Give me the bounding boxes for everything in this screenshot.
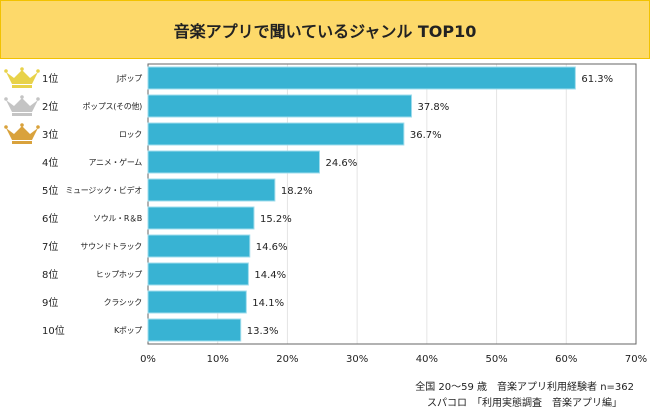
bar <box>147 262 249 286</box>
value-label: 14.4% <box>254 270 286 281</box>
x-tick-label: 50% <box>485 354 507 365</box>
bar <box>147 178 276 202</box>
bar <box>147 206 255 230</box>
value-label: 61.3% <box>581 74 613 85</box>
category-label: クラシック <box>104 298 142 307</box>
crown-jewel <box>4 125 8 129</box>
value-label: 14.1% <box>252 298 284 309</box>
title-banner: 音楽アプリで聞いているジャンル TOP10 <box>0 0 650 59</box>
rank-label: 9位 <box>42 296 58 309</box>
bar <box>147 94 413 118</box>
crown-jewel <box>20 67 24 71</box>
crown-icon <box>6 98 38 112</box>
crown-jewel <box>4 97 8 101</box>
crown-jewel <box>36 125 40 129</box>
category-label: ロック <box>119 130 142 139</box>
rank-label: 10位 <box>42 324 65 337</box>
x-tick-label: 30% <box>346 354 368 365</box>
rank-label: 7位 <box>42 240 58 253</box>
bar <box>147 66 576 90</box>
value-label: 15.2% <box>260 214 292 225</box>
crown-jewel <box>4 69 8 73</box>
category-label: ヒップホップ <box>96 270 142 279</box>
rank-label: 6位 <box>42 212 58 225</box>
value-label: 18.2% <box>281 186 313 197</box>
rank-label: 8位 <box>42 268 58 281</box>
rank-label: 5位 <box>42 184 58 197</box>
x-tick-label: 20% <box>276 354 298 365</box>
bar <box>147 318 242 342</box>
bar <box>147 290 247 314</box>
value-label: 14.6% <box>256 242 288 253</box>
crown-jewel <box>36 69 40 73</box>
x-tick-label: 0% <box>140 354 156 365</box>
crown-jewel <box>36 97 40 101</box>
rank-label: 4位 <box>42 156 58 169</box>
value-label: 13.3% <box>247 326 279 337</box>
rank-label: 1位 <box>42 72 58 85</box>
category-label: ミュージック・ビデオ <box>65 185 142 195</box>
x-tick-label: 40% <box>416 354 438 365</box>
chart-title: 音楽アプリで聞いているジャンル TOP10 <box>173 21 477 41</box>
x-tick-label: 70% <box>625 354 647 365</box>
crown-base <box>12 141 32 144</box>
category-label: Jポップ <box>116 74 142 83</box>
rank-label: 2位 <box>42 100 58 113</box>
category-label: アニメ・ゲーム <box>89 157 143 167</box>
crown-icon <box>6 70 38 84</box>
footnote-sample: 全国 20〜59 歳 音楽アプリ利用経験者 n=362 <box>415 382 634 393</box>
crown-jewel <box>20 95 24 99</box>
crown-icon <box>6 126 38 140</box>
crown-base <box>12 85 32 88</box>
bar <box>147 122 405 146</box>
x-tick-label: 10% <box>207 354 229 365</box>
value-label: 37.8% <box>418 102 450 113</box>
plot-frame <box>147 63 637 345</box>
crown-jewel <box>20 123 24 127</box>
value-label: 36.7% <box>410 130 442 141</box>
category-label: ソウル・R＆B <box>93 214 142 223</box>
x-tick-label: 60% <box>555 354 577 365</box>
bar <box>147 150 320 174</box>
category-label: ポップス(その他) <box>82 101 142 111</box>
category-label: サウンドトラック <box>80 242 142 251</box>
value-label: 24.6% <box>325 158 357 169</box>
category-label: Kポップ <box>114 326 142 335</box>
bar <box>147 234 251 258</box>
footnote-source: スパコロ 「利用実態調査 音楽アプリ編」 <box>427 398 622 409</box>
crown-base <box>12 113 32 116</box>
rank-label: 3位 <box>42 128 58 141</box>
